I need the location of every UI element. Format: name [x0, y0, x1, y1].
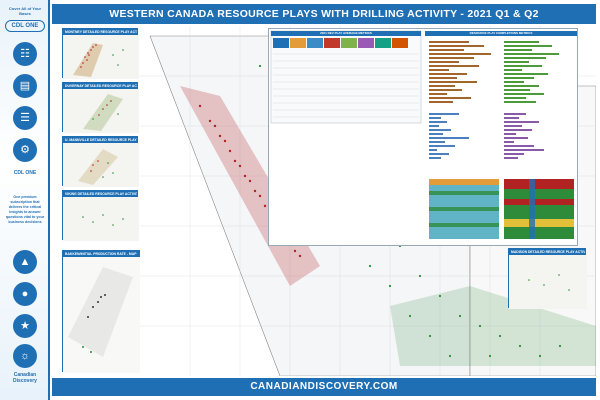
inset-title: MADISON DETAILED RESOURCE PLAY ACTIVITY	[509, 249, 585, 255]
well-icon[interactable]: ▲	[13, 250, 37, 274]
gear-icon[interactable]: ⚙	[13, 138, 37, 162]
inset-upper-mannville[interactable]: U. MANNVILLE DETAILED RESOURCE PLAY ACTI…	[62, 136, 139, 187]
globe-icon[interactable]: ☼	[13, 344, 37, 368]
bar-chart-icon[interactable]: ▤	[13, 74, 37, 98]
map-icon[interactable]: ☷	[13, 42, 37, 66]
website-link[interactable]: CANADIANDISCOVERY.COM	[250, 381, 398, 392]
chart-title: RESOURCE PLAY COMPLETIONS METRICS	[425, 31, 577, 36]
header-banner: WESTERN CANADA RESOURCE PLAYS WITH DRILL…	[52, 4, 596, 24]
cdl-one-logo[interactable]: CDL ONE	[5, 20, 45, 32]
inset-duvernay[interactable]: DUVERNAY DETAILED RESOURCE PLAY ACTIVITY	[62, 82, 139, 133]
footer-banner: CANADIANDISCOVERY.COM	[52, 378, 596, 396]
inset-map	[509, 255, 587, 309]
inset-title: VIKING DETAILED RESOURCE PLAY ACTIVITY	[63, 191, 137, 197]
stats-panel: 2021 DEV PLAY AVERAGE METRICS RESOURCE P…	[268, 28, 578, 246]
drop-icon[interactable]: ●	[13, 282, 37, 306]
stats-canvas	[270, 30, 577, 239]
flame-icon[interactable]: ★	[13, 314, 37, 338]
inset-viking[interactable]: VIKING DETAILED RESOURCE PLAY ACTIVITY	[62, 190, 139, 241]
document-icon[interactable]: ☰	[13, 106, 37, 130]
inset-title: U. MANNVILLE DETAILED RESOURCE PLAY ACTI…	[63, 137, 137, 143]
inset-title: MONTNEY DETAILED RESOURCE PLAY ACTIVITY	[63, 29, 137, 35]
inset-map	[63, 143, 139, 187]
inset-map	[63, 197, 139, 241]
sidebar-logo-small: CDL ONE	[13, 170, 37, 176]
inset-madison[interactable]: MADISON DETAILED RESOURCE PLAY ACTIVITY	[508, 248, 587, 309]
inset-title: DUVERNAY DETAILED RESOURCE PLAY ACTIVITY	[63, 83, 137, 89]
inset-map	[63, 89, 139, 133]
inset-montney[interactable]: MONTNEY DETAILED RESOURCE PLAY ACTIVITY	[62, 28, 139, 79]
sidebar-blurb: One premium subscription that delivers t…	[5, 195, 45, 224]
inset-map	[63, 35, 139, 79]
table-title: 2021 DEV PLAY AVERAGE METRICS	[271, 31, 421, 36]
inset-title: BAKKEN/INITIAL PRODUCTION RATE - MAP	[63, 251, 211, 257]
page-title: WESTERN CANADA RESOURCE PLAYS WITH DRILL…	[109, 8, 539, 20]
sidebar-tagline: Cover All of Your Bases	[8, 6, 42, 16]
sidebar: Cover All of Your Bases CDL ONE ☷ ▤ ☰ ⚙ …	[0, 0, 50, 400]
canadian-discovery-brand: Canadian Discovery	[13, 372, 37, 384]
